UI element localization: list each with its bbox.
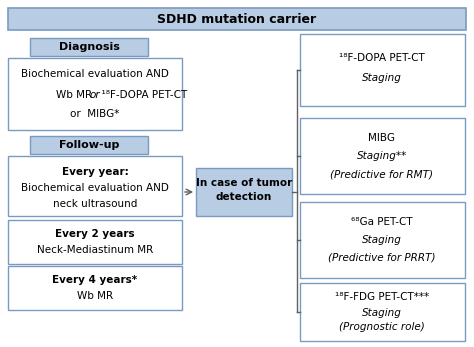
Text: Neck-Mediastinum MR: Neck-Mediastinum MR bbox=[37, 245, 153, 255]
Text: MIBG: MIBG bbox=[368, 133, 395, 143]
Text: In case of tumor: In case of tumor bbox=[196, 178, 292, 188]
Text: ¹⁸F-DOPA PET-CT: ¹⁸F-DOPA PET-CT bbox=[339, 53, 425, 63]
Text: SDHD mutation carrier: SDHD mutation carrier bbox=[157, 12, 317, 25]
FancyBboxPatch shape bbox=[8, 156, 182, 216]
Text: Staging: Staging bbox=[362, 235, 402, 245]
Text: neck ultrasound: neck ultrasound bbox=[53, 199, 137, 209]
Text: (Predictive for RMT): (Predictive for RMT) bbox=[330, 169, 434, 179]
Text: ⁶⁸Ga PET-CT: ⁶⁸Ga PET-CT bbox=[351, 217, 413, 227]
FancyBboxPatch shape bbox=[300, 118, 465, 194]
Text: or  MIBG*: or MIBG* bbox=[70, 109, 120, 119]
Text: Staging: Staging bbox=[362, 308, 402, 318]
FancyBboxPatch shape bbox=[8, 58, 182, 130]
Text: Diagnosis: Diagnosis bbox=[59, 42, 119, 52]
FancyBboxPatch shape bbox=[30, 136, 148, 154]
FancyBboxPatch shape bbox=[8, 266, 182, 310]
Text: Wb MR: Wb MR bbox=[55, 90, 95, 100]
Text: Every 2 years: Every 2 years bbox=[55, 229, 135, 239]
Text: Biochemical evaluation AND: Biochemical evaluation AND bbox=[21, 183, 169, 193]
FancyBboxPatch shape bbox=[8, 220, 182, 264]
Text: (Prognostic role): (Prognostic role) bbox=[339, 322, 425, 332]
FancyBboxPatch shape bbox=[300, 283, 465, 341]
FancyBboxPatch shape bbox=[196, 168, 292, 216]
Text: ¹⁸F-FDG PET-CT***: ¹⁸F-FDG PET-CT*** bbox=[335, 292, 429, 302]
Text: Follow-up: Follow-up bbox=[59, 140, 119, 150]
Text: Staging**: Staging** bbox=[357, 151, 407, 161]
Text: Every 4 years*: Every 4 years* bbox=[53, 275, 137, 285]
Text: or: or bbox=[90, 90, 100, 100]
Text: Every year:: Every year: bbox=[62, 167, 128, 177]
Text: Biochemical evaluation AND: Biochemical evaluation AND bbox=[21, 69, 169, 79]
FancyBboxPatch shape bbox=[8, 8, 466, 30]
Text: Staging: Staging bbox=[362, 73, 402, 83]
FancyBboxPatch shape bbox=[30, 38, 148, 56]
Text: ¹⁸F-DOPA PET-CT: ¹⁸F-DOPA PET-CT bbox=[95, 90, 187, 100]
Text: Wb MR: Wb MR bbox=[77, 291, 113, 301]
Text: detection: detection bbox=[216, 192, 272, 202]
Text: (Predictive for PRRT): (Predictive for PRRT) bbox=[328, 253, 436, 263]
FancyBboxPatch shape bbox=[300, 202, 465, 278]
FancyBboxPatch shape bbox=[300, 34, 465, 106]
